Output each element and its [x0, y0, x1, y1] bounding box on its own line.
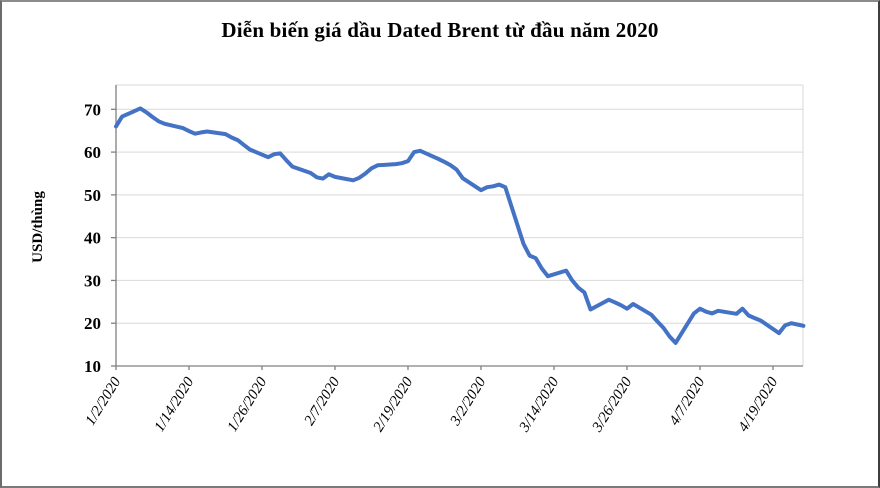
- y-tick-label: 20: [84, 314, 101, 333]
- y-tick-label: 10: [84, 357, 101, 376]
- y-tick-label: 50: [84, 186, 101, 205]
- price-line: [114, 106, 806, 345]
- x-tick-label: 3/14/2020: [516, 374, 563, 435]
- x-tick-label: 4/19/2020: [736, 374, 782, 434]
- x-tick-label: 2/7/2020: [302, 374, 344, 428]
- y-tick-label: 60: [84, 143, 101, 162]
- x-tick-label: 1/2/2020: [83, 374, 125, 428]
- x-tick-label: 1/26/2020: [225, 374, 271, 434]
- price-line-group: [114, 106, 806, 345]
- gridlines: [116, 84, 804, 366]
- x-tick-label: 3/26/2020: [589, 374, 636, 435]
- y-tick-label: 30: [84, 271, 101, 290]
- x-tick-label: 4/7/2020: [667, 374, 709, 428]
- y-tick-label: 70: [84, 100, 101, 119]
- chart-title: Diễn biến giá dầu Dated Brent từ đầu năm…: [221, 18, 659, 42]
- x-tick-label: 1/14/2020: [152, 374, 198, 434]
- y-tick-label: 40: [84, 229, 101, 248]
- x-tick-label: 2/19/2020: [371, 374, 417, 434]
- x-tick-label: 3/2/2020: [447, 374, 490, 429]
- axis-labels: 10 20 30 40 50 60 70 1/2/2020 1/14/2020 1/26/2020…: [83, 100, 782, 435]
- axes: [111, 85, 803, 370]
